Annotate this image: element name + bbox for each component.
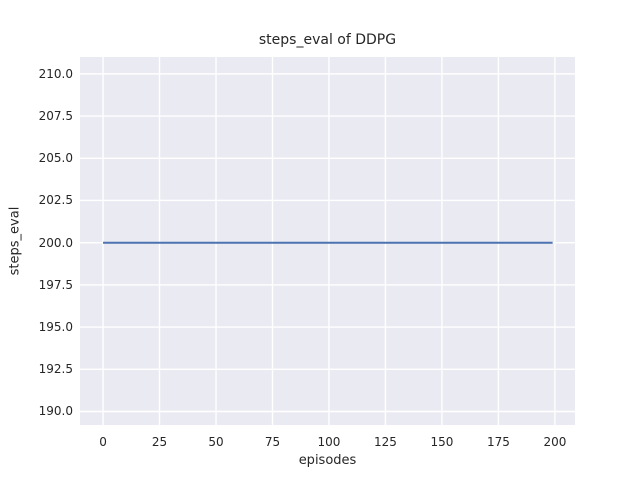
x-tick-labels: 0 25 50 75 100 125 150 175 200 [0,435,640,451]
y-tick-label: 195.0 [38,320,73,335]
y-tick-label: 205.0 [38,151,73,166]
x-tick-label: 25 [151,435,168,449]
x-tick-label: 200 [543,435,567,449]
y-tick-label: 210.0 [38,66,73,81]
y-tick-label: 200.0 [38,235,73,250]
x-tick-label: 50 [208,435,224,449]
y-tick-label: 192.5 [38,362,73,377]
x-tick-label: 75 [264,435,281,449]
y-tick-label: 190.0 [38,404,73,419]
y-tick-label: 197.5 [38,277,73,292]
y-tick-label: 202.5 [38,193,73,208]
y-tick-label: 207.5 [38,109,73,124]
x-axis-label: episodes [298,453,357,468]
x-tick-label: 0 [99,435,107,449]
plot-canvas [80,57,575,425]
x-tick-label: 150 [430,435,454,449]
x-tick-label: 100 [317,435,341,449]
y-tick-labels: 190.0 192.5 195.0 197.5 200.0 202.5 205.0 207.5… [0,0,73,480]
x-tick-label: 125 [373,435,397,449]
x-tick-label: 175 [486,435,510,449]
plot-area [80,57,575,425]
chart-title: steps_eval of DDPG [258,32,397,48]
